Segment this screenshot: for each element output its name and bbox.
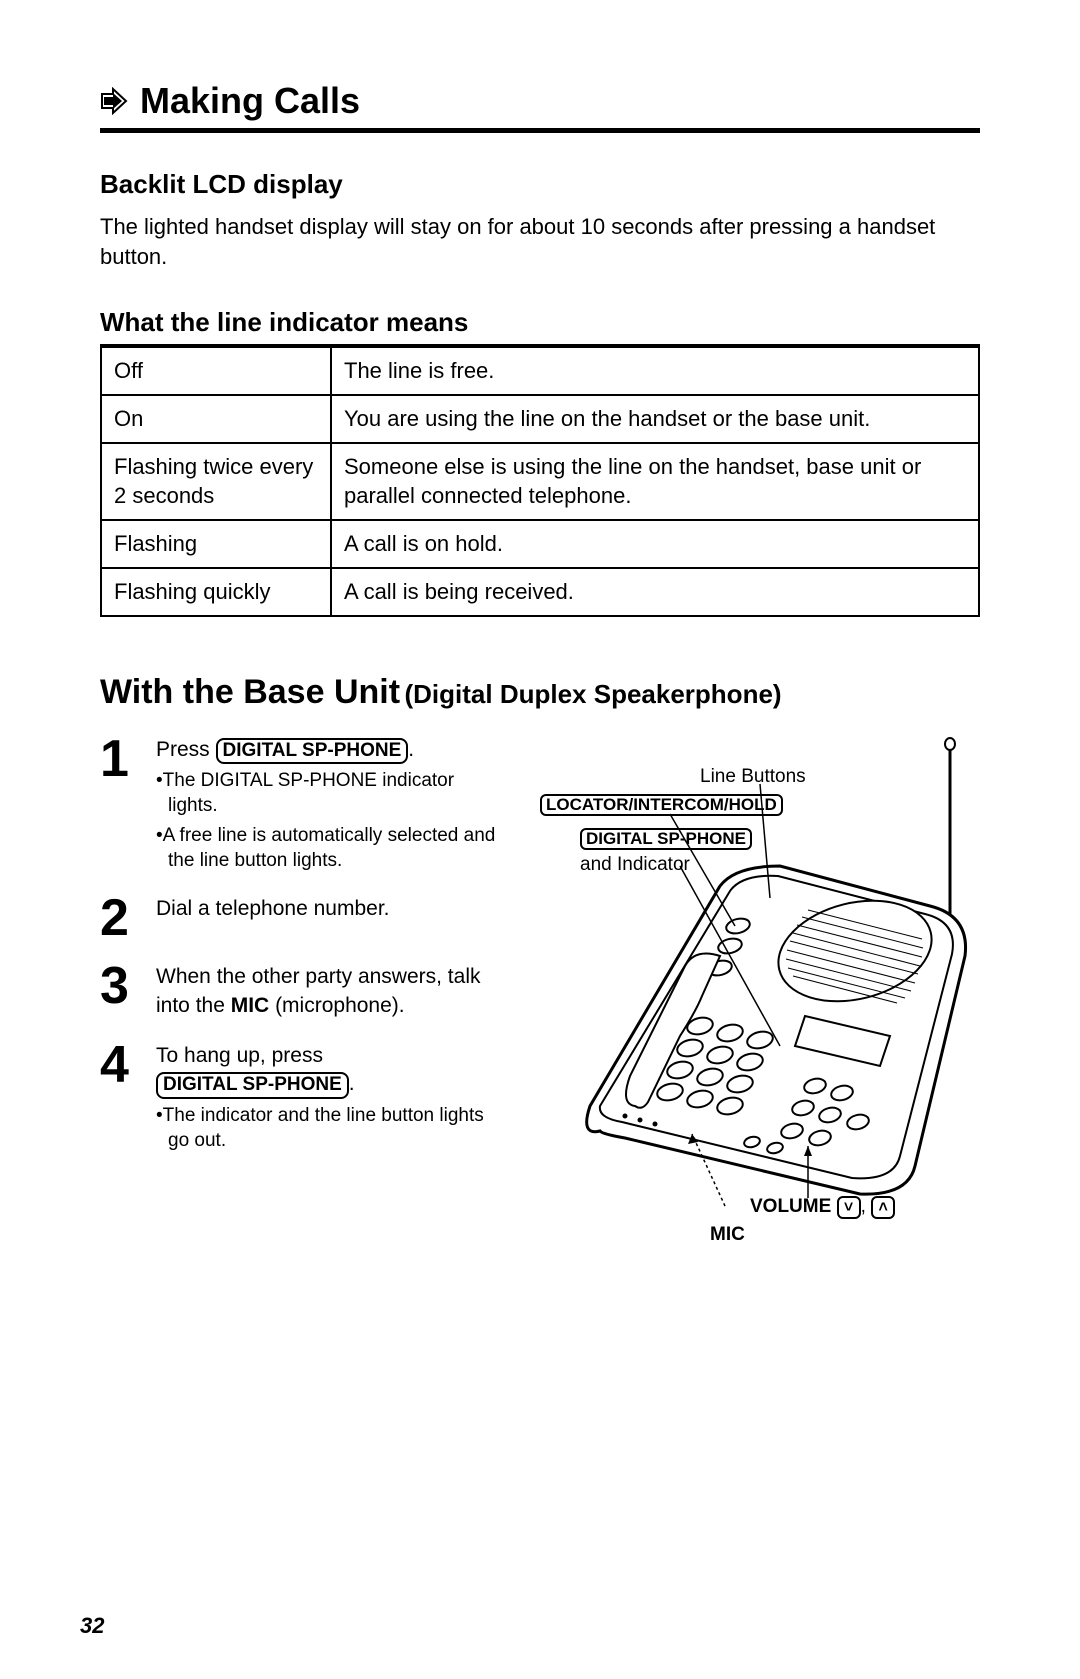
- step-note: •The DIGITAL SP-PHONE indicator lights.: [156, 768, 500, 818]
- step-body: When the other party answers, talk into …: [156, 963, 500, 1020]
- indicator-state: On: [101, 395, 331, 443]
- step-note: •A free line is automatically selected a…: [156, 823, 500, 873]
- bold-word: MIC: [231, 994, 270, 1017]
- base-unit-heading: With the Base Unit: [100, 673, 400, 711]
- step-line: Press DIGITAL SP-PHONE.: [156, 736, 500, 765]
- indicator-meaning: Someone else is using the line on the ha…: [331, 443, 979, 520]
- table-row: Flashing quicklyA call is being received…: [101, 568, 979, 616]
- step: 2 Dial a telephone number.: [100, 895, 500, 942]
- step-number: 4: [100, 1042, 142, 1153]
- arrow-right-icon: [100, 87, 128, 115]
- backlit-body: The lighted handset display will stay on…: [100, 212, 980, 271]
- manual-page: Making Calls Backlit LCD display The lig…: [0, 0, 1080, 1679]
- indicator-state: Flashing quickly: [101, 568, 331, 616]
- indicator-state: Flashing: [101, 520, 331, 568]
- step-body: Press DIGITAL SP-PHONE. •The DIGITAL SP-P…: [156, 736, 500, 873]
- step-number: 3: [100, 963, 142, 1020]
- step-line: To hang up, press DIGITAL SP-PHONE.: [156, 1042, 500, 1099]
- step-body: Dial a telephone number.: [156, 895, 390, 942]
- indicator-meaning: A call is being received.: [331, 568, 979, 616]
- base-unit-svg: [520, 736, 1000, 1256]
- table-row: FlashingA call is on hold.: [101, 520, 979, 568]
- indicator-meaning: You are using the line on the handset or…: [331, 395, 979, 443]
- button-label: DIGITAL SP-PHONE: [156, 1072, 349, 1099]
- steps-list: 1 Press DIGITAL SP-PHONE. •The DIGITAL SP-…: [100, 736, 500, 1176]
- indicator-state: Flashing twice every 2 seconds: [101, 443, 331, 520]
- step: 1 Press DIGITAL SP-PHONE. •The DIGITAL SP-…: [100, 736, 500, 873]
- table-row: Flashing twice every 2 secondsSomeone el…: [101, 443, 979, 520]
- step-line: When the other party answers, talk into …: [156, 963, 500, 1020]
- step: 3When the other party answers, talk into…: [100, 963, 500, 1020]
- steps-wrap: 1 Press DIGITAL SP-PHONE. •The DIGITAL SP-…: [100, 736, 980, 1376]
- table-row: OffThe line is free.: [101, 347, 979, 395]
- callout-volume: VOLUME ˅, ˄: [750, 1196, 895, 1219]
- step-body: To hang up, press DIGITAL SP-PHONE.•The …: [156, 1042, 500, 1153]
- title-row: Making Calls: [100, 80, 980, 122]
- table-row: OnYou are using the line on the handset …: [101, 395, 979, 443]
- indicator-meaning: The line is free.: [331, 347, 979, 395]
- page-title: Making Calls: [140, 80, 360, 122]
- volume-up-icon: ˄: [871, 1196, 895, 1219]
- title-rule: [100, 128, 980, 133]
- indicator-heading: What the line indicator means: [100, 307, 980, 346]
- page-number: 32: [80, 1613, 104, 1639]
- indicator-state: Off: [101, 347, 331, 395]
- backlit-heading: Backlit LCD display: [100, 169, 980, 200]
- indicator-tbody: OffThe line is free.OnYou are using the …: [101, 347, 979, 615]
- step-number: 1: [100, 736, 142, 873]
- base-unit-heading-row: With the Base Unit (Digital Duplex Speak…: [100, 673, 980, 712]
- step-number: 2: [100, 895, 142, 942]
- indicator-table: OffThe line is free.OnYou are using the …: [100, 346, 980, 616]
- volume-down-icon: ˅: [837, 1196, 861, 1219]
- base-unit-diagram: Line Buttons LOCATOR/INTERCOM/HOLD DIGIT…: [520, 736, 980, 1376]
- step-line: Dial a telephone number.: [156, 895, 390, 923]
- base-unit-subheading: (Digital Duplex Speakerphone): [405, 679, 782, 709]
- callout-mic: MIC: [710, 1224, 745, 1246]
- step: 4To hang up, press DIGITAL SP-PHONE.•The…: [100, 1042, 500, 1153]
- button-label: DIGITAL SP-PHONE: [216, 738, 409, 765]
- indicator-meaning: A call is on hold.: [331, 520, 979, 568]
- step-note: •The indicator and the line button light…: [156, 1103, 500, 1153]
